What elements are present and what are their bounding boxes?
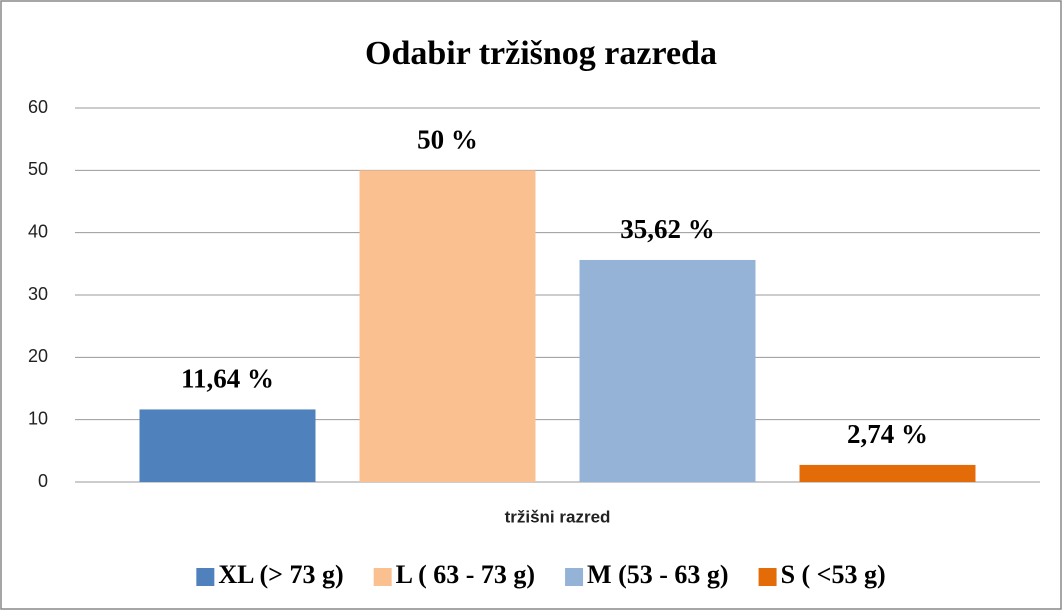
legend-label: L ( 63 - 73 g)	[396, 560, 535, 589]
y-tick-label: 20	[28, 346, 48, 366]
legend-swatch	[758, 568, 777, 586]
legend-swatch	[196, 568, 215, 586]
bar	[799, 464, 976, 482]
chart-title: Odabir tržišnog razreda	[365, 35, 717, 72]
legend-label: S ( <53 g)	[781, 560, 886, 589]
data-label: 2,74 %	[847, 419, 928, 449]
y-tick-label: 0	[38, 471, 48, 491]
legend-swatch	[373, 568, 392, 586]
y-tick-label: 30	[28, 284, 48, 304]
bar	[579, 259, 756, 482]
y-tick-label: 50	[28, 159, 48, 179]
legend-label: XL (> 73 g)	[218, 560, 343, 589]
data-label: 35,62 %	[620, 214, 715, 244]
legend-swatch	[565, 568, 584, 586]
x-axis-label: tržišni razred	[505, 507, 611, 526]
y-tick-label: 40	[28, 221, 48, 241]
bar	[139, 409, 316, 482]
legend-label: M (53 - 63 g)	[587, 560, 729, 589]
y-tick-label: 60	[28, 97, 48, 117]
data-label: 11,64 %	[181, 364, 274, 394]
bar	[359, 170, 536, 483]
y-tick-label: 10	[28, 408, 48, 428]
data-label: 50 %	[417, 125, 478, 155]
